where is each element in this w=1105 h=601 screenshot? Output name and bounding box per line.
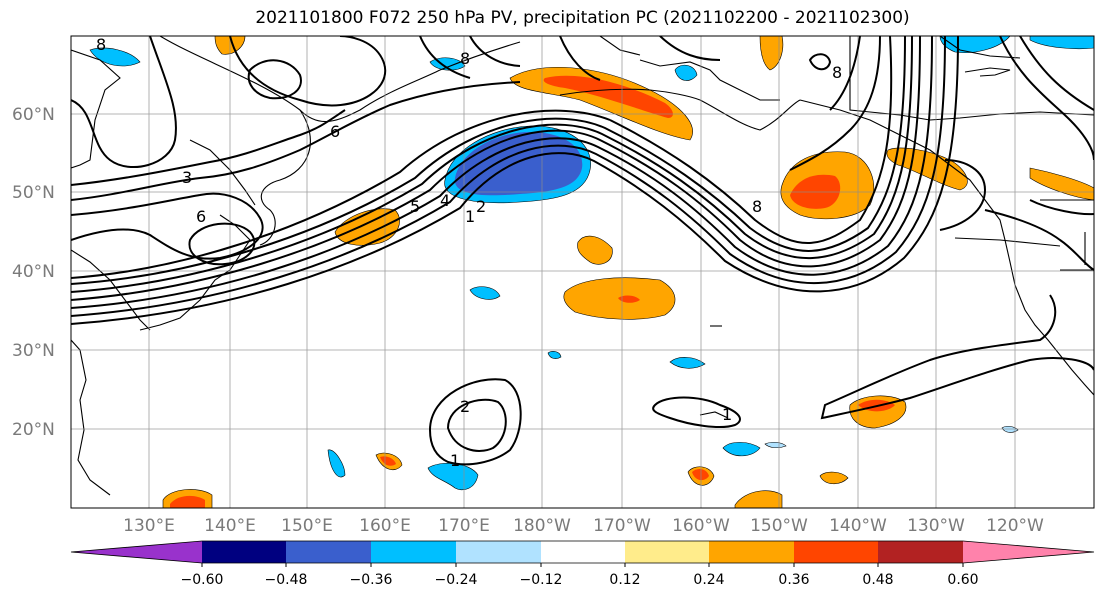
- contour-label: 2: [476, 197, 486, 216]
- colorbar-tick-label: −0.36: [350, 572, 393, 588]
- colorbar-tick-label: −0.60: [181, 572, 224, 588]
- contour-label: 6: [330, 122, 340, 141]
- contour-labels: 8 8 6 3 6 5 4 1 2 8 8 2 1 1: [96, 35, 842, 470]
- lat-label: 60°N: [12, 105, 55, 125]
- lat-label: 30°N: [12, 341, 55, 361]
- colorbar-extend-max: [963, 541, 1094, 563]
- contour-label: 4: [440, 191, 450, 210]
- colorbar-tick-label: 0.60: [947, 572, 978, 588]
- colorbar-segment: [456, 541, 541, 563]
- contour-label: 8: [752, 197, 762, 216]
- lon-label: 160°E: [359, 516, 411, 536]
- colorbar-segment: [202, 541, 286, 563]
- coastlines: [71, 36, 1094, 496]
- lon-label: 130°W: [907, 516, 965, 536]
- latitude-labels: 60°N 50°N 40°N 30°N 20°N: [12, 105, 55, 440]
- precip-shading: [89, 36, 1094, 508]
- pv-contours: [71, 36, 1094, 466]
- colorbar-tick-label: 0.24: [693, 572, 724, 588]
- lon-label: 120°W: [986, 516, 1044, 536]
- lat-label: 50°N: [12, 183, 55, 203]
- colorbar-tick-label: 0.48: [862, 572, 893, 588]
- lon-label: 150°E: [281, 516, 333, 536]
- lon-label: 180°W: [513, 516, 571, 536]
- colorbar-segment: [286, 541, 371, 563]
- lon-label: 140°E: [204, 516, 256, 536]
- contour-label: 2: [460, 397, 470, 416]
- longitude-labels: 130°E 140°E 150°E 160°E 170°E 180°W 170°…: [123, 516, 1044, 536]
- colorbar-segment: [794, 541, 878, 563]
- lat-label: 20°N: [12, 420, 55, 440]
- colorbar-segment: [541, 541, 625, 563]
- lon-label: 160°W: [672, 516, 730, 536]
- map-title: 2021101800 F072 250 hPa PV, precipitatio…: [255, 8, 910, 28]
- map-panel: 8 8 6 3 6 5 4 1 2 8 8 2 1 1: [71, 35, 1094, 508]
- colorbar-tick-label: 0.12: [609, 572, 640, 588]
- contour-label: 8: [96, 35, 106, 54]
- colorbar-extend-min: [71, 541, 202, 563]
- colorbar-tick-label: −0.12: [520, 572, 563, 588]
- contour-label: 1: [722, 405, 732, 424]
- lon-label: 130°E: [123, 516, 175, 536]
- contour-label: 3: [182, 168, 192, 187]
- colorbar-segment: [878, 541, 963, 563]
- lon-label: 150°W: [750, 516, 808, 536]
- contour-label: 6: [196, 207, 206, 226]
- colorbar-segment: [709, 541, 794, 563]
- colorbar-segment: [625, 541, 709, 563]
- contour-label: 8: [460, 49, 470, 68]
- colorbar-tick-label: −0.24: [435, 572, 478, 588]
- lon-label: 140°W: [829, 516, 887, 536]
- lat-label: 40°N: [12, 262, 55, 282]
- colorbar-tick-label: 0.36: [778, 572, 809, 588]
- lon-label: 170°W: [593, 516, 651, 536]
- contour-label: 1: [450, 451, 460, 470]
- map-frame: [70, 35, 1095, 509]
- contour-label: 8: [832, 63, 842, 82]
- contour-label: 1: [465, 207, 475, 226]
- contour-label: 5: [410, 197, 420, 216]
- colorbar: −0.60 −0.48 −0.36 −0.24 −0.12 0.12 0.24 0.36 0.4…: [70, 540, 1095, 588]
- colorbar-segment: [371, 541, 456, 563]
- colorbar-tick-label: −0.48: [265, 572, 308, 588]
- lon-label: 170°E: [438, 516, 490, 536]
- graticule: [71, 36, 1094, 508]
